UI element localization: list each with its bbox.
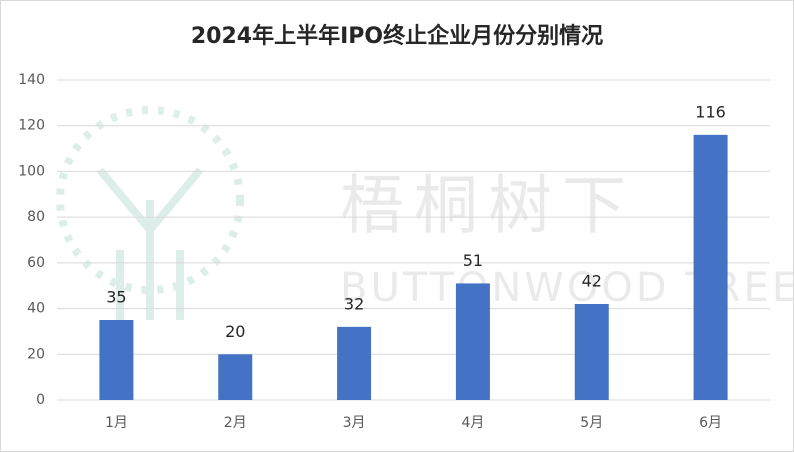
- data-label: 32: [344, 294, 364, 313]
- data-label: 35: [106, 288, 126, 307]
- data-label: 116: [695, 102, 726, 121]
- x-tick-label: 2月: [224, 415, 247, 431]
- data-label: 20: [225, 322, 245, 341]
- watermark-cn: 梧桐树下: [340, 170, 636, 244]
- chart-title: 2024年上半年IPO终止企业月份分别情况: [191, 23, 603, 49]
- y-tick-label: 140: [18, 72, 45, 88]
- x-tick-label: 1月: [105, 415, 128, 431]
- x-tick-label: 4月: [461, 415, 484, 431]
- y-tick-label: 0: [36, 392, 45, 408]
- watermark-logo: [56, 106, 244, 320]
- bar: [337, 326, 372, 400]
- bar: [574, 304, 609, 400]
- y-tick-label: 120: [18, 118, 45, 134]
- y-tick-label: 80: [27, 209, 45, 225]
- bar: [218, 354, 253, 400]
- y-tick-label: 60: [27, 255, 45, 271]
- bar: [455, 283, 490, 400]
- y-tick-label: 100: [18, 163, 45, 179]
- x-tick-label: 3月: [343, 415, 366, 431]
- y-tick-label: 20: [27, 346, 45, 362]
- data-label: 42: [582, 272, 602, 291]
- x-tick-label: 6月: [699, 415, 722, 431]
- y-tick-label: 40: [27, 301, 45, 317]
- x-tick-label: 5月: [580, 415, 603, 431]
- data-label: 51: [463, 251, 483, 270]
- bar: [99, 320, 134, 400]
- bar: [693, 134, 728, 400]
